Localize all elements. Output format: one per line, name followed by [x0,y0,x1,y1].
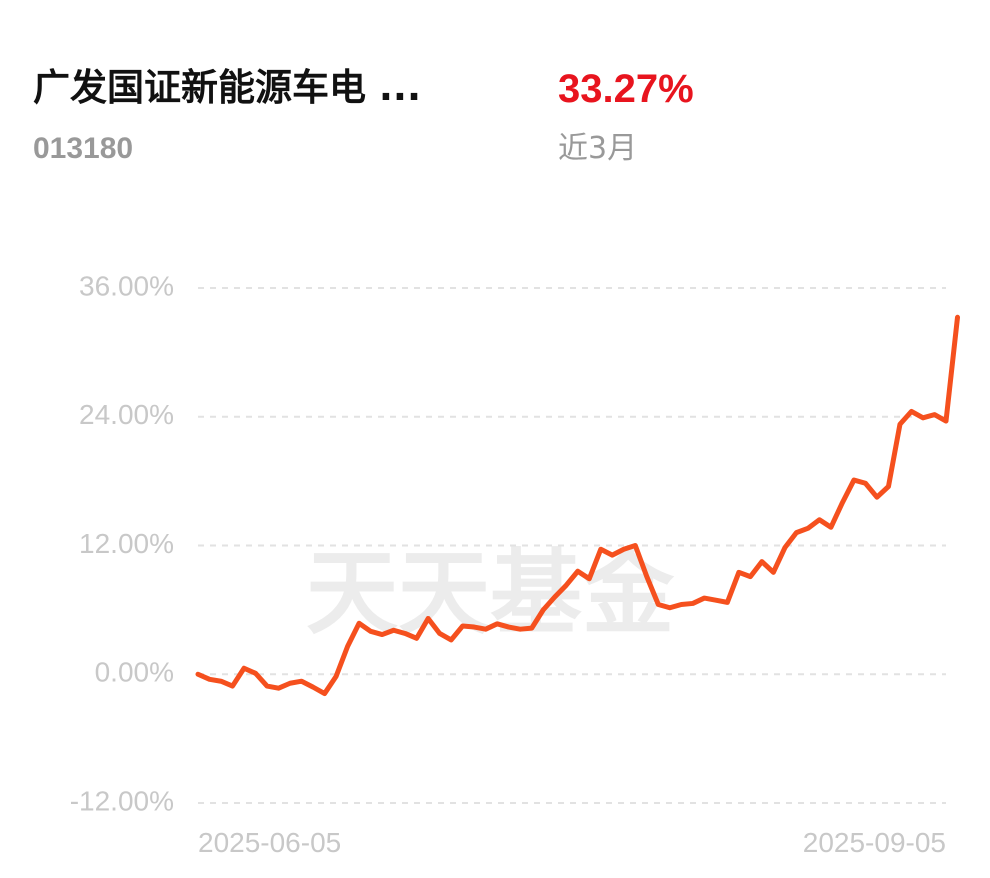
line-series [195,314,961,697]
y-tick-label: 24.00% [79,399,174,430]
return-value: 33.27% [558,67,694,111]
fund-code: 013180 [33,132,133,165]
y-tick-label: 12.00% [79,528,174,559]
watermark: 天天基金 [306,539,675,647]
y-tick-label: 0.00% [95,657,174,688]
fund-title: 广发国证新能源车电 ... [33,66,421,109]
x-tick-label: 2025-09-05 [803,827,946,858]
y-tick-label: -12.00% [70,785,174,816]
period: 近3月 [558,131,637,166]
y-tick-label: 36.00% [79,270,174,301]
x-tick-label: 2025-06-05 [198,827,341,858]
